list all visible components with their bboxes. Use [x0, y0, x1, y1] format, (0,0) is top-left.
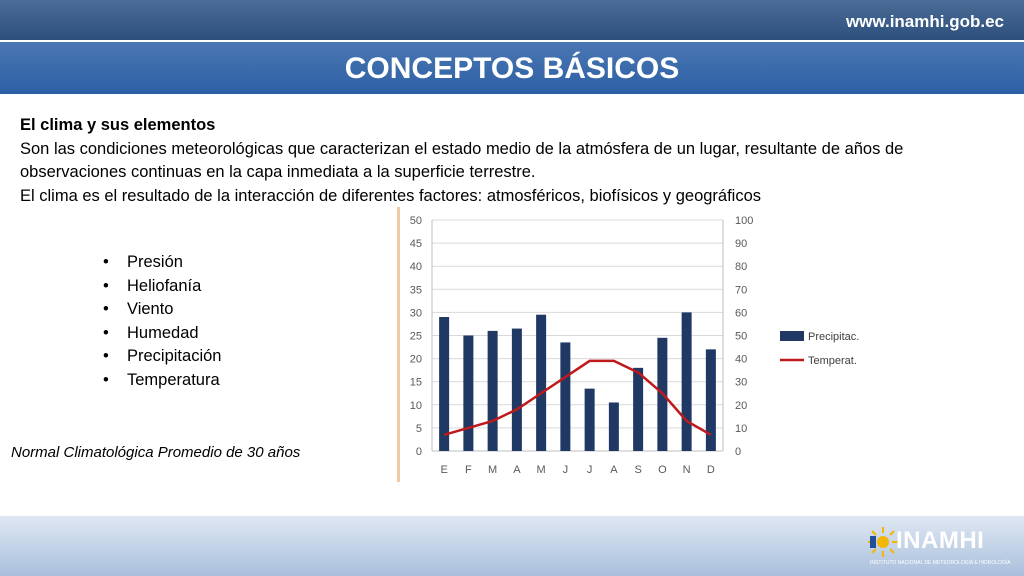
- precipitation-bar: [633, 367, 644, 451]
- y-tick-label-left: 5: [416, 423, 422, 435]
- y-tick-label-right: 90: [735, 238, 747, 250]
- list-item: Temperatura: [103, 369, 221, 393]
- y-tick-label-right: 60: [735, 307, 747, 319]
- precipitation-bar: [584, 388, 595, 451]
- y-tick-label-left: 30: [410, 307, 422, 319]
- title-banner: [0, 42, 1024, 94]
- slide-title: CONCEPTOS BÁSICOS: [344, 52, 680, 85]
- temperature-line: [443, 359, 712, 437]
- x-tick-label: S: [634, 464, 641, 476]
- list-item: Viento: [103, 298, 221, 322]
- x-tick-label: J: [563, 464, 569, 476]
- y-tick-label-left: 20: [410, 354, 422, 366]
- x-tick-label: O: [658, 464, 667, 476]
- y-tick-label-right: 50: [735, 331, 747, 343]
- x-tick-label: M: [537, 464, 546, 476]
- y-tick-label-left: 25: [410, 331, 422, 343]
- chart-svg: 0 5 10 15 20 25 30 35 40 45 50 0 10 20 30 40 50 60 70 80 90 1…: [397, 207, 859, 482]
- x-tick-label: F: [465, 464, 472, 476]
- y-tick-label-right: 0: [735, 446, 741, 458]
- y-tick-label-right: 70: [735, 284, 747, 296]
- legend-label-temperature: Temperat.: [808, 355, 857, 367]
- y-tick-label-left: 35: [410, 284, 422, 296]
- logo-text: INAMHI: [896, 527, 985, 554]
- x-tick-label: E: [440, 464, 447, 476]
- top-banner: www.inamhi.gob.ec: [0, 0, 1024, 40]
- list-item: Humedad: [103, 322, 221, 346]
- x-tick-label: D: [707, 464, 715, 476]
- precipitation-bar: [536, 314, 547, 451]
- precipitation-bar: [608, 402, 619, 451]
- x-tick-label: A: [513, 464, 521, 476]
- x-tick-label: N: [683, 464, 691, 476]
- climate-elements-list: Presión Heliofanía Viento Humedad Precip…: [103, 251, 221, 392]
- y-tick-label-left: 40: [410, 261, 422, 273]
- precipitation-bar: [560, 342, 571, 451]
- precipitation-bar: [511, 328, 522, 451]
- x-tick-label: M: [488, 464, 497, 476]
- sun-icon: [868, 527, 898, 557]
- climate-chart: 0 5 10 15 20 25 30 35 40 45 50 0 10 20 30 40 50 60 70 80 90 1…: [397, 207, 885, 482]
- y-tick-label-right: 10: [735, 423, 747, 435]
- y-tick-label-left: 15: [410, 377, 422, 389]
- chart-caption: Normal Climatológica Promedio de 30 años: [11, 444, 301, 461]
- inamhi-logo: INAMHI INSTITUTO NACIONAL DE METEOROLOGÍ…: [868, 522, 1011, 572]
- y-tick-label-left: 50: [410, 215, 422, 227]
- y-tick-label-left: 0: [416, 446, 422, 458]
- definition-paragraph: Son las condiciones meteorológicas que c…: [20, 139, 904, 182]
- legend-swatch-precipitation: [780, 331, 804, 341]
- y-tick-label-right: 100: [735, 215, 753, 227]
- chart-left-border: [397, 207, 400, 482]
- y-tick-label-left: 45: [410, 238, 422, 250]
- website-url: www.inamhi.gob.ec: [845, 12, 1004, 31]
- precipitation-bar: [705, 349, 716, 451]
- precipitation-bar: [439, 317, 450, 451]
- list-item: Precipitación: [103, 345, 221, 369]
- precipitation-bar: [463, 335, 474, 451]
- body-text: El clima y sus elementos Son las condici…: [20, 114, 1010, 208]
- y-tick-label-right: 40: [735, 354, 747, 366]
- y-tick-label-right: 20: [735, 400, 747, 412]
- precipitation-bar: [487, 330, 498, 451]
- footer-band: [0, 516, 1024, 576]
- y-tick-label-right: 30: [735, 377, 747, 389]
- precipitation-bar: [681, 312, 692, 451]
- x-tick-label: A: [610, 464, 618, 476]
- legend-label-precipitation: Precipitac.: [808, 331, 859, 343]
- y-tick-label-left: 10: [410, 400, 422, 412]
- list-item: Heliofanía: [103, 275, 221, 299]
- y-tick-label-right: 80: [735, 261, 747, 273]
- subheading: El clima y sus elementos: [20, 116, 216, 134]
- x-tick-label: J: [587, 464, 593, 476]
- logo-subtext: INSTITUTO NACIONAL DE METEOROLOGÍA E HID…: [870, 560, 1011, 566]
- factors-paragraph: El clima es el resultado de la interacci…: [20, 186, 762, 205]
- list-item: Presión: [103, 251, 221, 275]
